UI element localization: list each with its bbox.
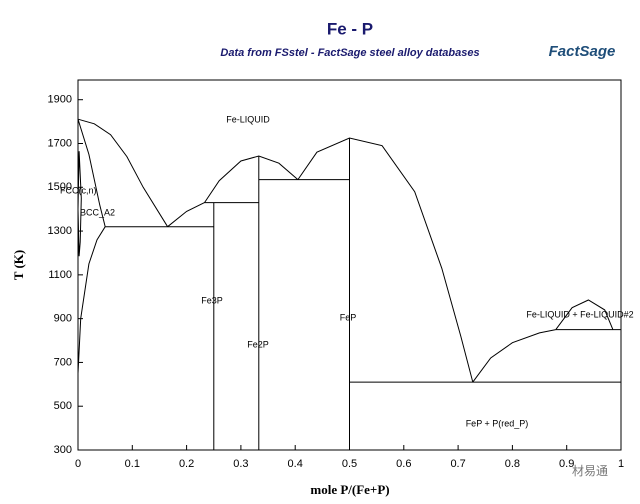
region-label: Fe-LIQUID	[226, 114, 270, 124]
y-tick-label: 1300	[48, 225, 72, 237]
phase-boundary	[77, 226, 106, 374]
x-tick-label: 0.2	[179, 458, 194, 470]
x-tick-label: 0.6	[396, 458, 411, 470]
x-tick-label: 1	[618, 458, 624, 470]
y-tick-label: 500	[54, 400, 72, 412]
x-tick-label: 0.8	[505, 458, 520, 470]
chart-subtitle: Data from FSstel - FactSage steel alloy …	[220, 47, 479, 59]
x-tick-label: 0.3	[233, 458, 248, 470]
y-axis-label: T (K)	[11, 250, 26, 280]
x-tick-label: 0.9	[559, 458, 574, 470]
y-tick-label: 1700	[48, 137, 72, 149]
chart-title: Fe - P	[327, 19, 373, 38]
x-tick-label: 0.1	[125, 458, 140, 470]
x-axis-label: mole P/(Fe+P)	[310, 482, 389, 497]
region-label: FeP	[340, 312, 357, 322]
region-label: BCC_A2	[80, 207, 115, 217]
phase-boundary	[472, 329, 556, 383]
phase-boundary	[167, 202, 205, 228]
phase-boundary	[204, 155, 299, 203]
phase-boundary	[77, 119, 106, 227]
phase-boundary	[77, 151, 82, 257]
phase-boundary	[77, 118, 169, 227]
y-tick-label: 1500	[48, 181, 72, 193]
region-label: Fe2P	[247, 339, 269, 349]
region-label: Fe3P	[201, 295, 223, 305]
phase-boundary	[555, 299, 614, 330]
y-tick-label: 700	[54, 356, 72, 368]
y-tick-label: 300	[54, 444, 72, 456]
watermark: 材易通	[572, 464, 608, 478]
x-tick-label: 0	[75, 458, 81, 470]
region-label: FeP + P(red_P)	[466, 418, 529, 428]
logo: FactSage	[549, 43, 616, 60]
y-tick-label: 1100	[48, 269, 72, 281]
x-tick-label: 0.7	[450, 458, 465, 470]
x-tick-label: 0.4	[288, 458, 303, 470]
region-label: FCC(c,n)	[60, 185, 97, 195]
x-tick-label: 0.5	[342, 458, 357, 470]
phase-boundary	[297, 137, 474, 383]
y-tick-label: 1900	[48, 94, 72, 106]
region-label: Fe-LIQUID + Fe-LIQUID#2	[526, 309, 633, 319]
y-tick-label: 900	[54, 313, 72, 325]
